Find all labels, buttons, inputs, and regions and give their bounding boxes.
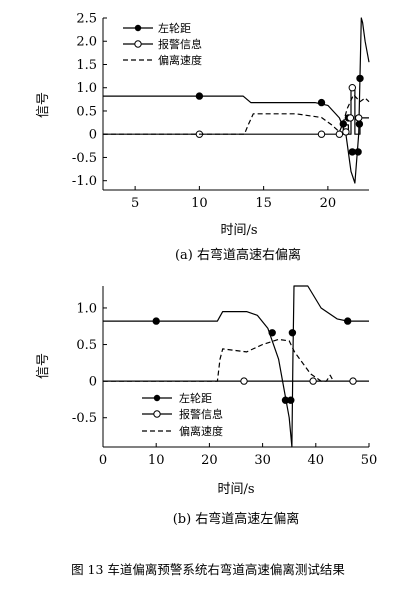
series-line-b-0 (103, 285, 369, 448)
series-marker-b-0-4 (288, 329, 297, 337)
y-tick-label-a-3: 0.5 (76, 104, 97, 119)
legend-b-label-speed: 偏离速度 (179, 424, 223, 438)
x-tick-label-b-2: 20 (201, 453, 218, 468)
x-tick-label-b-1: 10 (148, 453, 165, 468)
panel-b-xlabel: 时间/s (217, 482, 254, 497)
series-marker-a-1-4 (346, 114, 355, 122)
panel-a-caption: (a) 右弯道高速右偏离 (175, 247, 301, 263)
series-line-b-2 (103, 338, 334, 382)
panel-a-xlabel: 时间/s (220, 223, 257, 238)
y-tick-label-a-4: 1.0 (76, 81, 97, 96)
figure-caption: 图 13 车道偏离预警系统右弯道高速偏离测试结果 (71, 562, 345, 577)
series-marker-a-0-7 (356, 74, 364, 83)
legend-a-marker-wheelbase (134, 24, 142, 32)
series-marker-b-0-3 (287, 396, 295, 404)
series-line-a-2 (103, 94, 370, 135)
y-tick-label-a-6: 2.0 (76, 35, 97, 50)
panel-b-ylabel: 信号 (36, 353, 51, 379)
series-marker-a-0-6 (355, 120, 364, 128)
y-tick-label-b-3: 1.0 (76, 301, 97, 316)
legend-a-label-speed: 偏离速度 (158, 53, 202, 67)
series-marker-a-0-5 (354, 148, 362, 156)
x-tick-label-b-4: 40 (308, 453, 325, 468)
chart-panel-b: 信号 时间/s (b) 右弯道高速左偏离 左轮距 报警信息 偏离速度 0 10 20… (36, 285, 378, 527)
legend-b-label-alarm: 报警信息 (179, 407, 223, 421)
legend-b-label-wheelbase: 左轮距 (179, 391, 212, 405)
y-tick-label-a-0: -1.0 (72, 174, 97, 189)
series-marker-a-0-0 (195, 92, 204, 100)
x-tick-label-b-3: 30 (254, 453, 271, 468)
series-marker-a-0-1 (317, 98, 326, 107)
series-marker-b-1-2 (349, 377, 357, 385)
x-tick-label-a-0: 5 (131, 196, 139, 211)
x-tick-label-a-2: 15 (255, 196, 272, 211)
y-tick-label-a-2: 0 (89, 128, 97, 143)
legend-a-marker-alarm (134, 40, 142, 48)
series-marker-a-1-1 (317, 130, 326, 138)
x-tick-label-b-5: 50 (361, 453, 378, 468)
x-tick-label-a-1: 10 (191, 196, 208, 211)
legend-a-label-alarm: 报警信息 (158, 37, 202, 51)
series-marker-b-1-0 (240, 377, 248, 385)
y-tick-label-a-5: 1.5 (76, 58, 97, 73)
series-line-a-0 (103, 17, 370, 184)
y-tick-label-a-7: 2.5 (76, 12, 97, 27)
series-marker-b-0-5 (344, 317, 352, 325)
series-marker-b-0-0 (152, 317, 160, 325)
panel-b-caption: (b) 右弯道高速左偏离 (173, 511, 300, 527)
panel-b-legend: 左轮距 报警信息 偏离速度 (142, 391, 223, 438)
series-marker-b-1-1 (309, 377, 317, 385)
legend-b-marker-alarm (153, 410, 161, 418)
series-marker-b-0-1 (268, 329, 276, 337)
chart-panel-a: 信号 时间/s (a) 右弯道高速右偏离 左轮距 报警信息 偏离速度 5 10 15… (36, 12, 370, 263)
x-tick-label-b-0: 0 (99, 453, 107, 468)
series-marker-a-1-6 (355, 114, 363, 122)
series-marker-a-1-5 (348, 84, 356, 92)
x-tick-label-a-3: 20 (320, 196, 337, 211)
series-line-a-1 (103, 87, 369, 135)
legend-b-marker-wheelbase (153, 394, 161, 402)
panel-a-legend: 左轮距 报警信息 偏离速度 (123, 21, 202, 67)
series-marker-a-1-3 (342, 128, 350, 136)
series-marker-a-1-2 (335, 130, 344, 138)
y-tick-label-a-1: -0.5 (72, 151, 97, 166)
y-tick-label-b-1: 0 (89, 375, 97, 390)
legend-a-label-wheelbase: 左轮距 (158, 21, 191, 35)
panel-a-ylabel: 信号 (36, 92, 51, 118)
y-tick-label-b-2: 0.5 (76, 338, 97, 353)
y-tick-label-b-0: -0.5 (72, 411, 97, 426)
